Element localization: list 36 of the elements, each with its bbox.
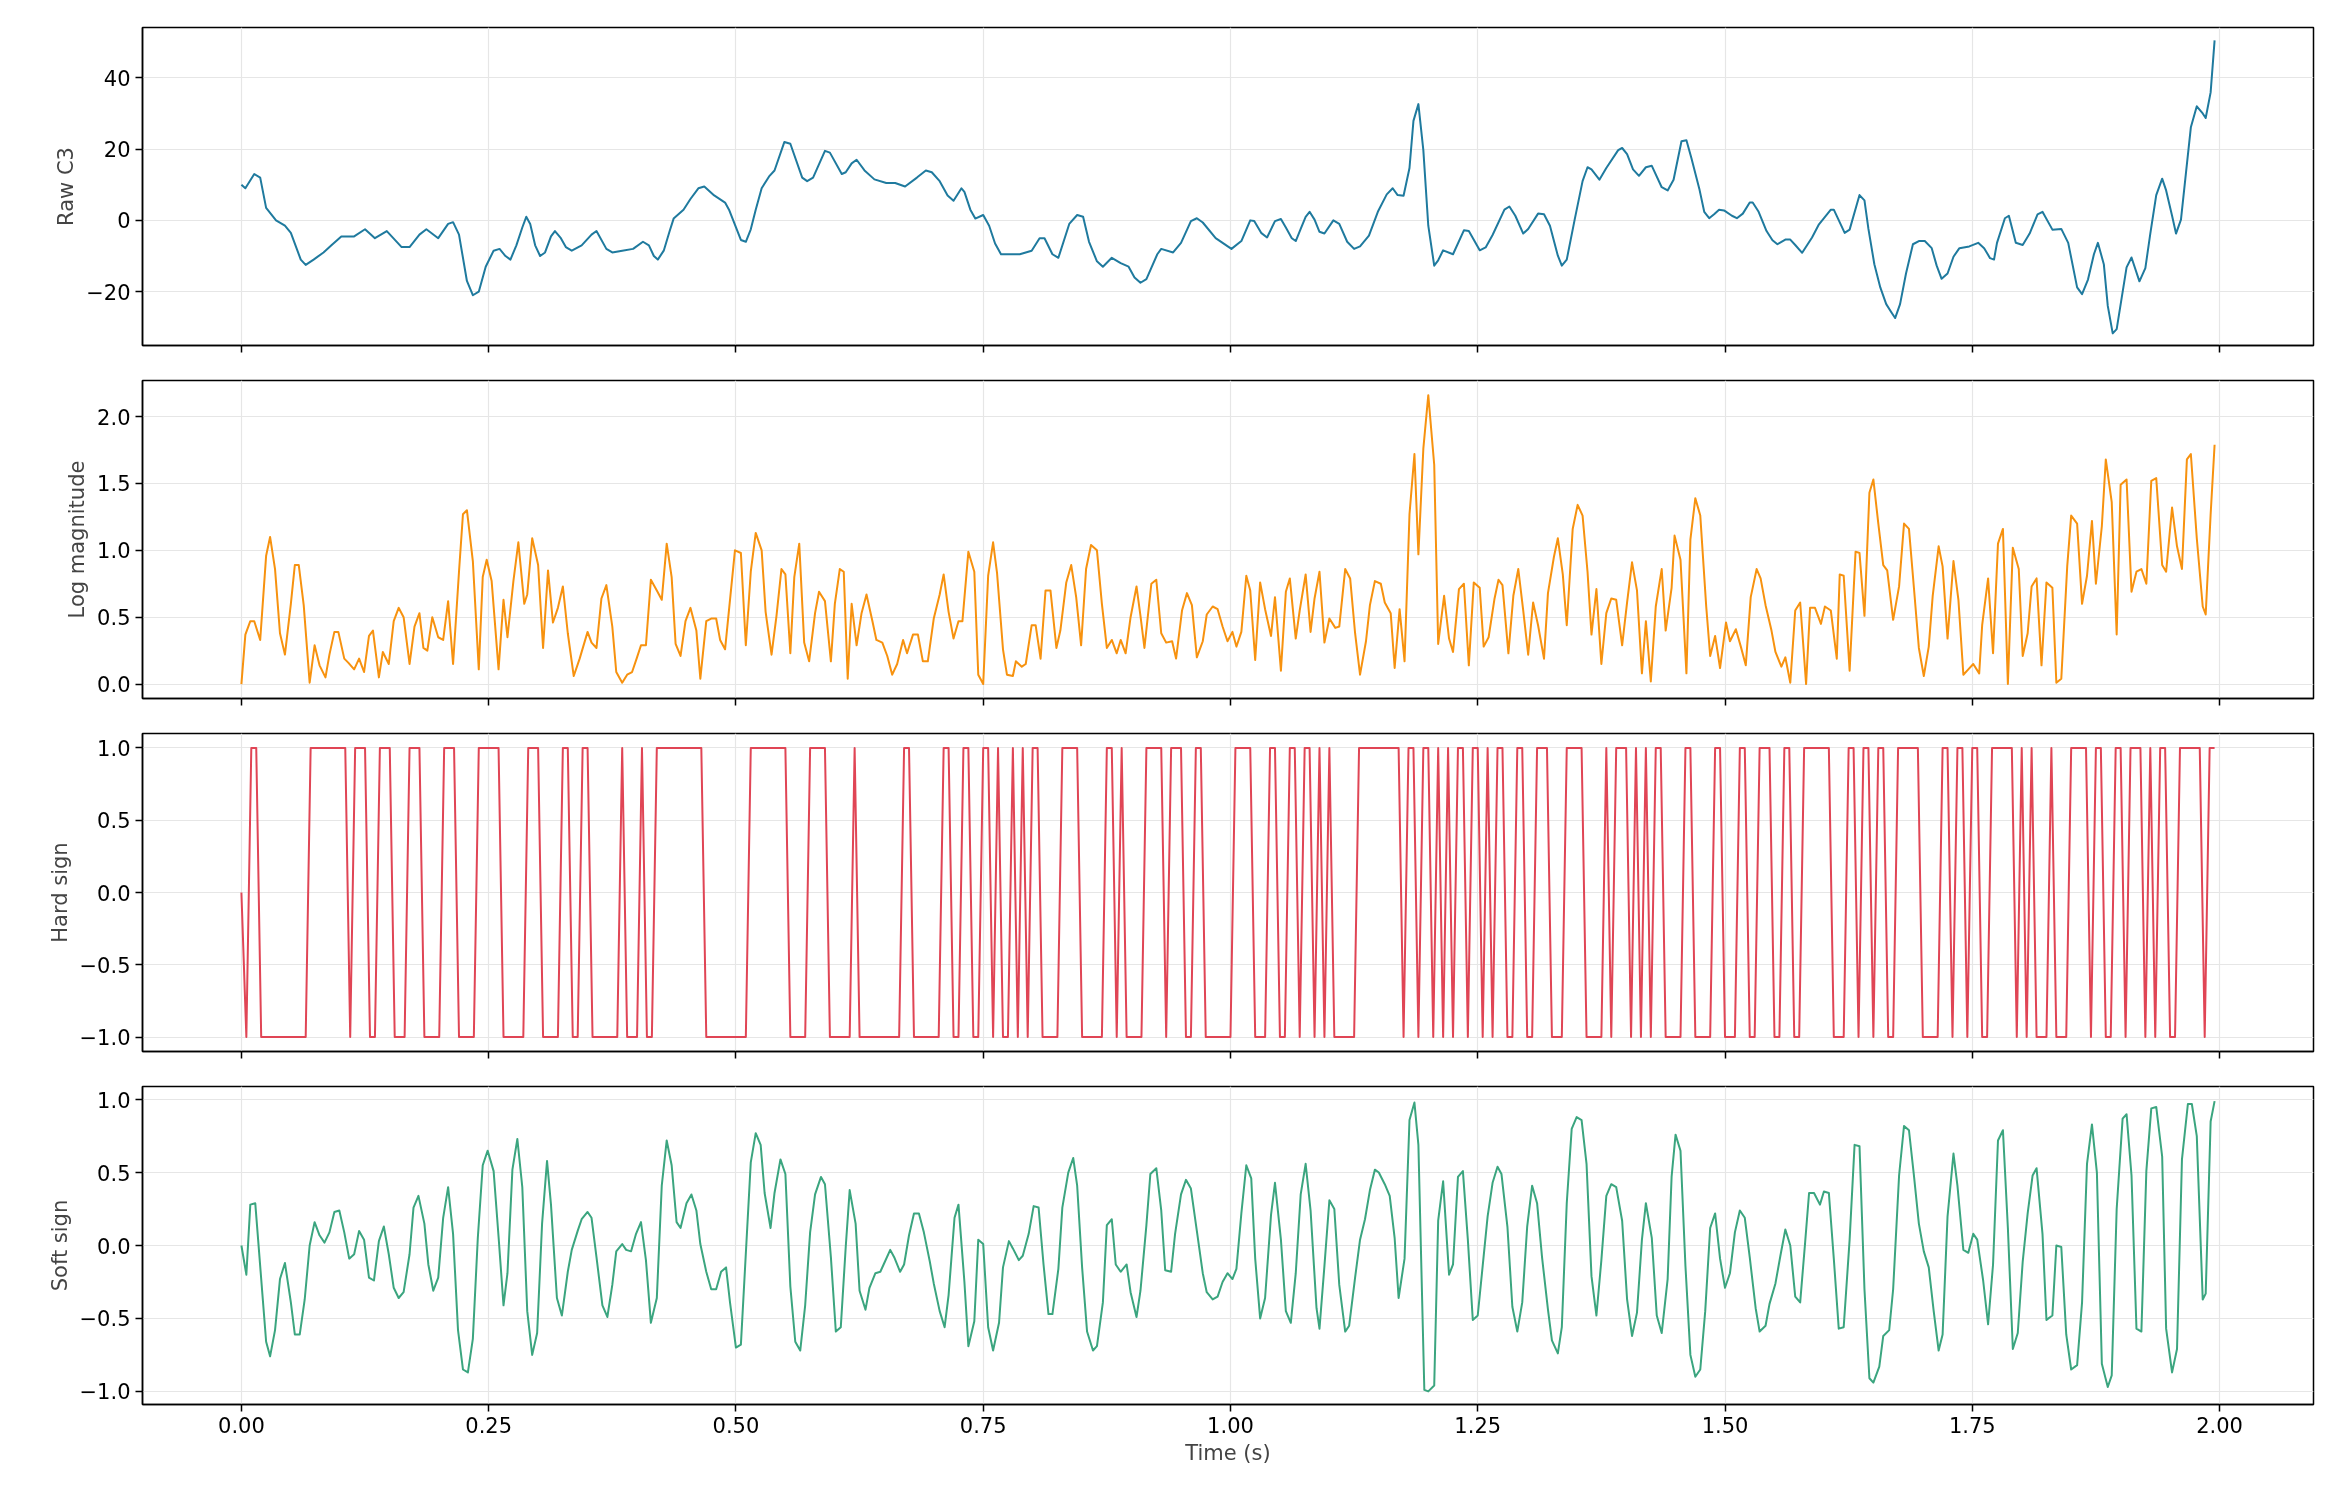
y-tick-label: 1.5 [97,472,131,497]
x-tick-label: 1.00 [1207,1413,1254,1438]
x-tick-label: 0.50 [712,1413,760,1438]
y-tick-label: 20 [103,138,131,163]
x-tick-label: 2.00 [2196,1413,2243,1438]
y-axis-title: Soft sign [47,1199,72,1292]
y-tick-label: 0.5 [97,809,131,834]
y-tick-label: 40 [103,66,131,91]
y-axis-title: Log magnitude [65,460,90,619]
y-tick-label: −1.0 [79,1026,131,1051]
y-axis-title: Raw C3 [54,147,79,226]
y-tick-label: 0.5 [97,606,131,631]
x-tick-label: 0.75 [959,1413,1007,1438]
y-tick-label: 0.0 [97,881,131,906]
y-tick-label: −1.0 [79,1380,131,1405]
y-tick-label: 0.0 [97,673,131,698]
y-tick-label: −20 [86,280,131,305]
line-series [240,394,2216,686]
y-tick-label: −0.5 [79,953,131,978]
x-tick-label: 0.00 [218,1413,265,1438]
y-tick-label: 1.0 [97,736,131,761]
line-series [240,1100,2216,1393]
x-tick-label: 1.75 [1948,1413,1996,1438]
y-tick-label: 2.0 [97,405,131,430]
line-series [240,39,2216,335]
y-tick-label: 0.5 [97,1161,131,1186]
y-axis-title: Hard sign [47,842,72,943]
x-tick-label: 0.25 [465,1413,513,1438]
x-axis-title: Time (s) [1184,1440,1271,1465]
y-tick-label: 0.0 [97,1234,131,1259]
x-tick-label: 1.50 [1701,1413,1749,1438]
y-tick-label: 0 [117,209,131,234]
y-tick-label: 1.0 [97,1088,131,1113]
y-tick-label: −0.5 [79,1307,131,1332]
y-tick-label: 1.0 [97,539,131,564]
x-tick-label: 1.25 [1454,1413,1502,1438]
